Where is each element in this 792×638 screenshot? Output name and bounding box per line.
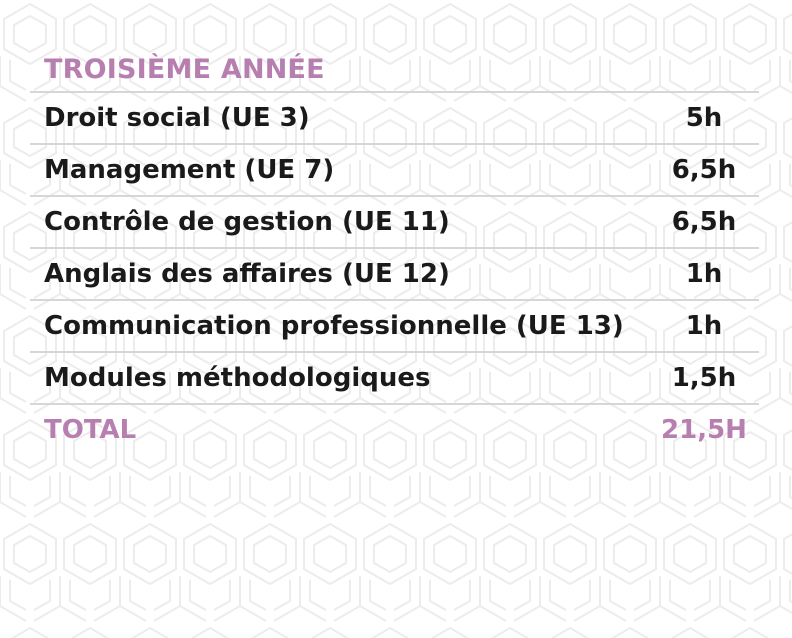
course-name: Communication professionnelle (UE 13) [44, 311, 624, 341]
table-row: Contrôle de gestion (UE 11) 6,5h [30, 197, 759, 249]
table-row: Anglais des affaires (UE 12) 1h [30, 249, 759, 301]
course-hours: 1h [685, 259, 723, 289]
course-name: Modules méthodologiques [44, 363, 431, 393]
total-value: 21,5H [661, 415, 747, 445]
table-row: Droit social (UE 3) 5h [30, 93, 759, 145]
course-hours: 1,5h [671, 363, 737, 393]
course-name: Droit social (UE 3) [44, 103, 310, 133]
course-hours: 6,5h [671, 155, 737, 185]
course-name: Management (UE 7) [44, 155, 335, 185]
total-label: TOTAL [44, 415, 137, 445]
third-year-schedule-table: TROISIÈME ANNÉE Droit social (UE 3) 5h M… [30, 46, 759, 455]
table-row: Communication professionnelle (UE 13) 1h [30, 301, 759, 353]
course-name: Contrôle de gestion (UE 11) [44, 207, 450, 237]
section-title: TROISIÈME ANNÉE [30, 46, 759, 93]
table-row: Management (UE 7) 6,5h [30, 145, 759, 197]
table-row: Modules méthodologiques 1,5h [30, 353, 759, 405]
course-hours: 6,5h [671, 207, 737, 237]
total-row: TOTAL 21,5H [30, 405, 759, 455]
course-hours: 5h [685, 103, 723, 133]
course-name: Anglais des affaires (UE 12) [44, 259, 450, 289]
course-hours: 1h [685, 311, 723, 341]
